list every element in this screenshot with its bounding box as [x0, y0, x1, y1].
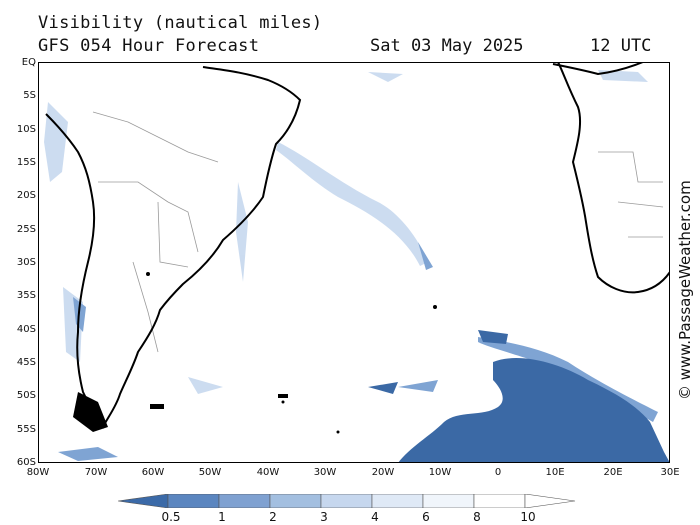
lat-label: 30S: [16, 257, 36, 268]
forecast-subtitle: GFS 054 Hour Forecast: [38, 36, 260, 56]
legend-label: 4: [371, 510, 379, 524]
visibility-map[interactable]: [38, 62, 670, 463]
islands: [146, 272, 437, 434]
lat-label: 20S: [16, 190, 36, 201]
lat-label: 50S: [16, 390, 36, 401]
country-borders: [92, 111, 664, 353]
lon-label: 30E: [660, 467, 680, 478]
lon-label: 60W: [141, 467, 165, 478]
lon-label: 0: [494, 467, 502, 478]
lat-label: 5S: [23, 90, 36, 101]
legend-swatch: [269, 494, 322, 508]
lat-label: EQ: [21, 57, 36, 68]
lat-label: 60S: [16, 457, 36, 468]
lon-label: 20W: [371, 467, 395, 478]
legend-swatch: [524, 494, 576, 508]
legend-swatch: [218, 494, 271, 508]
legend-label: 1: [218, 510, 226, 524]
visibility-legend-bar: [118, 494, 576, 508]
lon-label: 50W: [198, 467, 222, 478]
legend-label: 6: [422, 510, 430, 524]
lon-label: 20E: [603, 467, 623, 478]
forecast-time: 12 UTC: [590, 36, 652, 56]
legend-swatch: [473, 494, 526, 508]
legend-label: 3: [320, 510, 328, 524]
chart-title: Visibility (nautical miles): [38, 13, 323, 33]
legend-swatch: [371, 494, 424, 508]
lon-label: 30W: [313, 467, 337, 478]
low-visibility-patch: [368, 382, 398, 394]
lat-label: 10S: [16, 124, 36, 135]
map-frame: [38, 62, 670, 463]
legend-swatch: [167, 494, 220, 508]
africa-coastline-north: [552, 62, 644, 76]
watermark: © www.PassageWeather.com: [676, 180, 694, 400]
lat-label: 15S: [16, 157, 36, 168]
legend-swatch: [320, 494, 373, 508]
lat-label: 35S: [16, 290, 36, 301]
lon-label: 80W: [26, 467, 50, 478]
tierra-del-fuego: [73, 392, 108, 432]
forecast-date: Sat 03 May 2025: [370, 36, 524, 56]
south-america-coastline: [45, 66, 302, 429]
africa-coastline: [557, 62, 670, 294]
low-visibility-patch: [478, 330, 508, 344]
legend-swatch: [118, 494, 169, 508]
lon-label: 10E: [545, 467, 565, 478]
low-visibility-area: [398, 358, 670, 463]
lon-label: 40W: [256, 467, 280, 478]
lat-label: 25S: [16, 224, 36, 235]
lat-label: 55S: [16, 424, 36, 435]
lon-label: 70W: [84, 467, 108, 478]
legend-label: 2: [269, 510, 277, 524]
legend-swatch: [422, 494, 475, 508]
lat-label: 40S: [16, 324, 36, 335]
lon-label: 10W: [428, 467, 452, 478]
legend-label: 0.5: [161, 510, 181, 524]
legend-label: 10: [520, 510, 536, 524]
lat-label: 45S: [16, 357, 36, 368]
legend-label: 8: [473, 510, 481, 524]
